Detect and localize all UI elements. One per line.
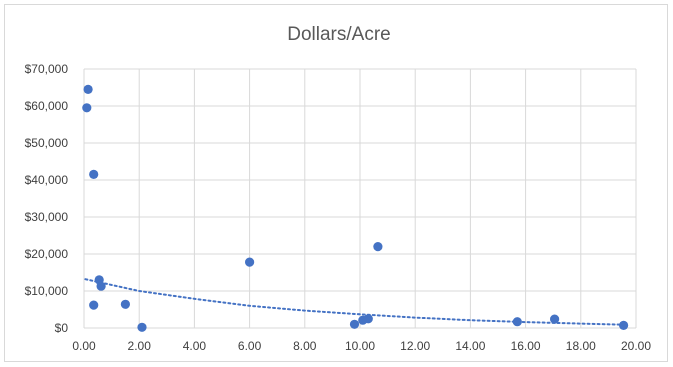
data-points (82, 84, 629, 332)
data-point (373, 242, 383, 252)
data-point (120, 299, 130, 309)
gridlines (83, 68, 637, 329)
x-tick-label: 4.00 (183, 339, 207, 353)
data-point (82, 103, 92, 113)
x-tick-label: 10.00 (345, 339, 375, 353)
y-axis-tick-labels: $0 $10,000 $20,000 $30,000 $40,000 $50,000 $60… (25, 62, 69, 335)
x-axis-tick-labels: 0.00 2.00 4.00 6.00 8.00 10.00 12.00 14.00 16.00… (72, 339, 651, 353)
y-tick-label: $60,000 (25, 99, 69, 113)
x-tick-label: 16.00 (511, 339, 541, 353)
y-tick-label: $20,000 (25, 247, 69, 261)
x-tick-label: 6.00 (238, 339, 262, 353)
chart-title: Dollars/Acre (287, 24, 390, 45)
y-tick-label: $0 (55, 321, 69, 335)
data-point (96, 281, 106, 291)
y-tick-label: $70,000 (25, 62, 69, 76)
x-tick-label: 14.00 (455, 339, 485, 353)
data-point (349, 319, 360, 329)
x-tick-label: 18.00 (566, 339, 596, 353)
data-point (363, 314, 373, 324)
y-tick-label: $50,000 (25, 136, 69, 150)
data-point (89, 169, 99, 179)
trendline (84, 278, 626, 326)
x-tick-label: 20.00 (621, 339, 651, 353)
y-tick-label: $40,000 (25, 173, 69, 187)
data-point (619, 320, 629, 330)
x-tick-label: 2.00 (128, 339, 152, 353)
chart-area (4, 4, 668, 362)
data-point (83, 84, 93, 94)
x-tick-label: 8.00 (293, 339, 317, 353)
data-point (512, 317, 522, 327)
x-tick-label: 12.00 (400, 339, 430, 353)
x-tick-label: 0.00 (72, 339, 96, 353)
data-point (550, 314, 560, 324)
trendline-path (84, 278, 626, 326)
y-tick-label: $30,000 (25, 210, 69, 224)
y-tick-label: $10,000 (25, 284, 69, 298)
data-point (137, 322, 147, 332)
data-point (89, 300, 99, 310)
data-point (245, 257, 255, 267)
